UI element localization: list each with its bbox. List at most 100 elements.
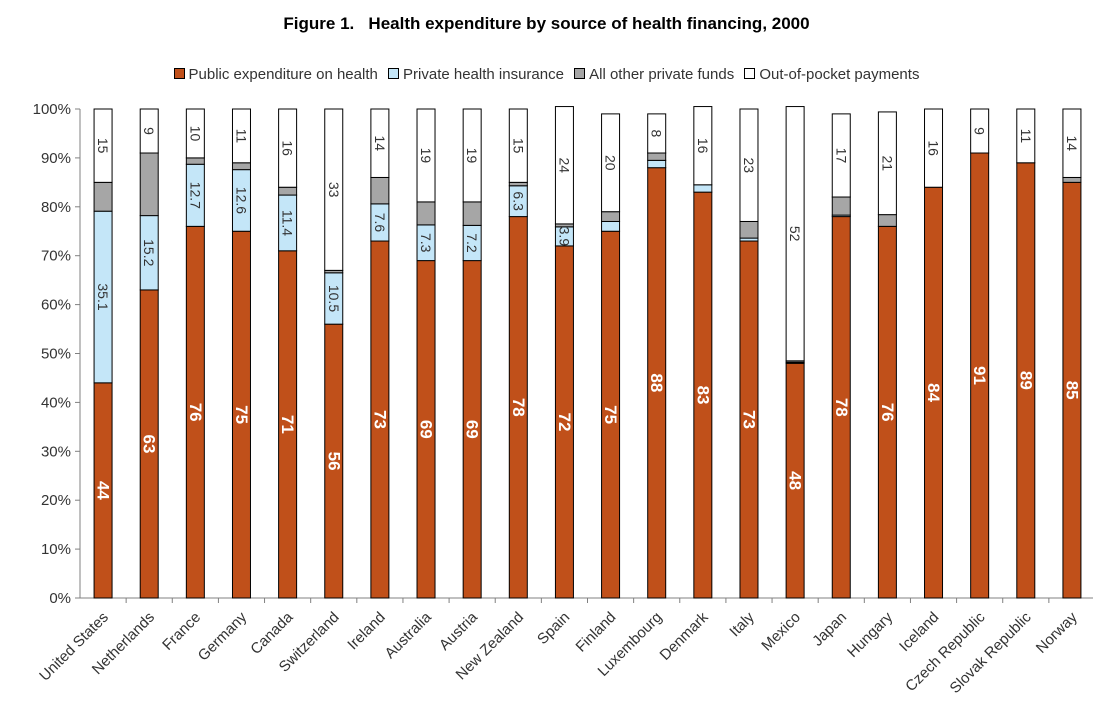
bar-segment-3 bbox=[877, 214, 897, 227]
bar-segment-3 bbox=[370, 176, 390, 205]
data-label: 89 bbox=[1016, 371, 1035, 390]
legend-label-oop: Out-of-pocket payments bbox=[759, 66, 920, 83]
legend-item-public: Public expenditure on health bbox=[173, 66, 378, 83]
data-label: 7.3 bbox=[418, 233, 434, 253]
data-label: 73 bbox=[739, 410, 758, 429]
data-label: 3.9 bbox=[556, 227, 572, 247]
data-label: 10 bbox=[187, 126, 203, 142]
data-label: 12.6 bbox=[233, 187, 249, 214]
legend-item-other: All other private funds bbox=[574, 66, 734, 83]
x-tick-label: Norway bbox=[1033, 608, 1081, 656]
data-label: 85 bbox=[1062, 381, 1081, 400]
bar-segment-3 bbox=[739, 220, 759, 239]
data-label: 11.4 bbox=[280, 210, 296, 236]
bar-segment-4 bbox=[231, 108, 251, 164]
bar-segment-4 bbox=[139, 108, 159, 154]
data-label: 16 bbox=[280, 140, 296, 156]
data-label: 44 bbox=[94, 481, 113, 500]
bar-segment-3 bbox=[93, 181, 113, 212]
data-label: 91 bbox=[970, 366, 989, 385]
data-label: 14 bbox=[372, 135, 388, 151]
y-tick-label: 90% bbox=[41, 150, 71, 167]
x-tick-label: Japan bbox=[809, 609, 850, 650]
legend-swatch-insurance bbox=[388, 68, 400, 79]
data-label: 78 bbox=[509, 398, 528, 417]
data-label: 19 bbox=[418, 148, 434, 164]
bar-segment-3 bbox=[185, 157, 205, 165]
x-tick-label: Iceland bbox=[896, 609, 942, 655]
x-tick-label: Mexico bbox=[758, 609, 804, 655]
data-label: 24 bbox=[556, 157, 572, 173]
y-tick-label: 60% bbox=[41, 297, 71, 314]
bar-segment-4 bbox=[739, 108, 759, 222]
bar-segment-4 bbox=[601, 113, 621, 213]
x-tick-label: Spain bbox=[534, 609, 573, 648]
bar-segment-3 bbox=[416, 201, 436, 226]
bar-segment-4 bbox=[693, 106, 713, 186]
data-label: 9 bbox=[972, 127, 988, 135]
y-tick-label: 40% bbox=[41, 394, 71, 411]
legend-swatch-public bbox=[173, 68, 185, 79]
legend: Public expenditure on health Private hea… bbox=[0, 66, 1093, 83]
data-label: 84 bbox=[924, 383, 943, 402]
bar-segment-4 bbox=[185, 108, 205, 159]
y-tick-label: 0% bbox=[49, 590, 71, 607]
bar-segment-4 bbox=[93, 108, 113, 183]
data-label: 11 bbox=[233, 129, 249, 144]
data-label: 20 bbox=[603, 155, 619, 171]
bar-segment-3 bbox=[647, 152, 667, 161]
data-label: 15.2 bbox=[141, 239, 157, 266]
data-label: 7.6 bbox=[372, 213, 388, 233]
x-tick-label: Italy bbox=[726, 608, 758, 640]
data-label: 75 bbox=[601, 405, 620, 424]
bar-segment-4 bbox=[647, 113, 667, 154]
bar-segment-4 bbox=[278, 108, 298, 188]
bar-segment-2 bbox=[693, 184, 713, 193]
bar-segment-3 bbox=[508, 181, 528, 187]
bar-segment-4 bbox=[924, 108, 944, 188]
legend-swatch-other bbox=[574, 68, 586, 79]
x-tick-label: Denmark bbox=[657, 608, 712, 663]
data-label: 9 bbox=[141, 127, 157, 135]
y-tick-label: 100% bbox=[33, 101, 71, 118]
data-label: 11 bbox=[1018, 129, 1034, 144]
bar-segment-4 bbox=[831, 113, 851, 198]
data-label: 76 bbox=[186, 403, 205, 422]
bar-segment-4 bbox=[416, 108, 436, 203]
x-tick-label: France bbox=[159, 609, 204, 654]
data-label: 73 bbox=[370, 410, 389, 429]
bar-segment-4 bbox=[324, 108, 344, 271]
data-label: 69 bbox=[463, 420, 482, 439]
y-tick-label: 10% bbox=[41, 541, 71, 558]
y-tick-label: 80% bbox=[41, 199, 71, 216]
x-tick-label: Hungary bbox=[844, 608, 896, 660]
data-label: 52 bbox=[787, 226, 803, 242]
y-tick-label: 30% bbox=[41, 443, 71, 460]
bar-segment-3 bbox=[278, 186, 298, 196]
data-label: 19 bbox=[464, 148, 480, 164]
data-label: 56 bbox=[324, 452, 343, 471]
y-tick-label: 20% bbox=[41, 492, 71, 509]
x-tick-label: Germany bbox=[195, 608, 251, 664]
bar-segment-4 bbox=[462, 108, 482, 203]
bar-segment-3 bbox=[139, 152, 159, 217]
data-label: 16 bbox=[926, 140, 942, 156]
data-label: 6.3 bbox=[510, 191, 526, 211]
data-label: 14 bbox=[1064, 135, 1080, 151]
data-label: 23 bbox=[741, 157, 757, 173]
x-tick-label: Australia bbox=[382, 608, 436, 662]
bar-segment-4 bbox=[370, 108, 390, 178]
data-label: 17 bbox=[833, 148, 849, 164]
data-label: 48 bbox=[786, 471, 805, 490]
data-label: 15 bbox=[95, 138, 111, 154]
data-label: 76 bbox=[878, 403, 897, 422]
data-label: 88 bbox=[647, 373, 666, 392]
legend-item-oop: Out-of-pocket payments bbox=[744, 66, 919, 83]
bar-segment-4 bbox=[1016, 108, 1036, 164]
y-tick-label: 50% bbox=[41, 346, 71, 363]
bar-segment-4 bbox=[785, 106, 805, 362]
bar-segment-4 bbox=[1062, 108, 1082, 178]
data-label: 72 bbox=[555, 412, 574, 431]
legend-swatch-oop bbox=[744, 68, 756, 79]
